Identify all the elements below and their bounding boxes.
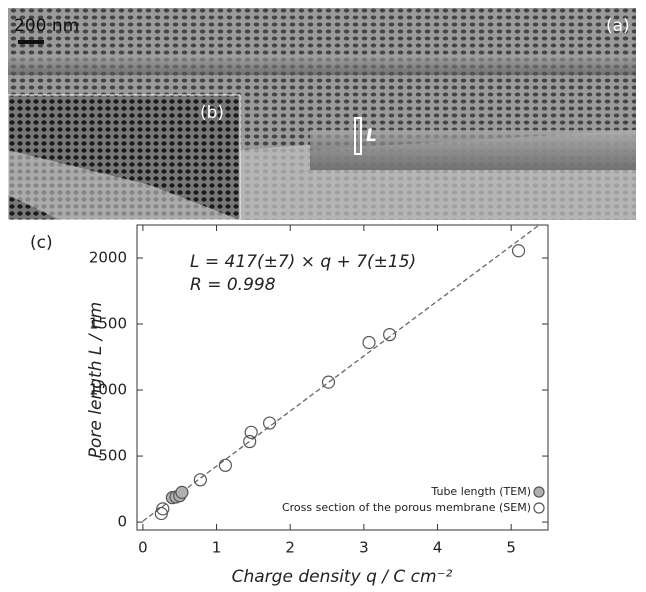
x-axis-title: Charge density q / C cm⁻² (232, 567, 453, 587)
legend-label: Cross section of the porous membrane (SE… (282, 501, 531, 514)
data-point (323, 376, 335, 388)
y-tick-label: 0 (117, 513, 127, 531)
x-tick-label: 1 (212, 539, 222, 557)
x-tick-label: 3 (359, 539, 369, 557)
x-tick-label: 0 (138, 539, 148, 557)
x-tick-label: 4 (433, 539, 443, 557)
sem-image (8, 8, 636, 220)
figure: 200 nm (a) (b) L (c) L = 417(±7) × q + 7… (0, 0, 646, 588)
data-point (513, 245, 525, 257)
data-point (219, 459, 231, 471)
y-tick-label: 1000 (89, 381, 127, 399)
x-tick-label: 2 (285, 539, 295, 557)
scale-bar-label: 200 nm (14, 16, 79, 36)
data-point (384, 329, 396, 341)
data-point (194, 474, 206, 486)
legend-marker (534, 487, 544, 497)
x-tick-label: 5 (506, 539, 516, 557)
y-tick-label: 500 (98, 447, 127, 465)
data-point (176, 486, 188, 498)
data-point (245, 426, 257, 438)
legend-label: Tube length (TEM) (430, 485, 531, 498)
data-point (363, 337, 375, 349)
y-tick-label: 2000 (89, 249, 127, 267)
panel-label: (c) (30, 233, 53, 253)
panel-label: (a) (606, 16, 630, 36)
legend-marker (534, 503, 544, 513)
panel-label: (b) (200, 103, 224, 123)
annotation: L = 417(±7) × q + 7(±15) (190, 252, 416, 272)
y-tick-label: 1500 (89, 315, 127, 333)
length-marker: L (366, 126, 377, 146)
annotation: R = 0.998 (190, 275, 276, 295)
